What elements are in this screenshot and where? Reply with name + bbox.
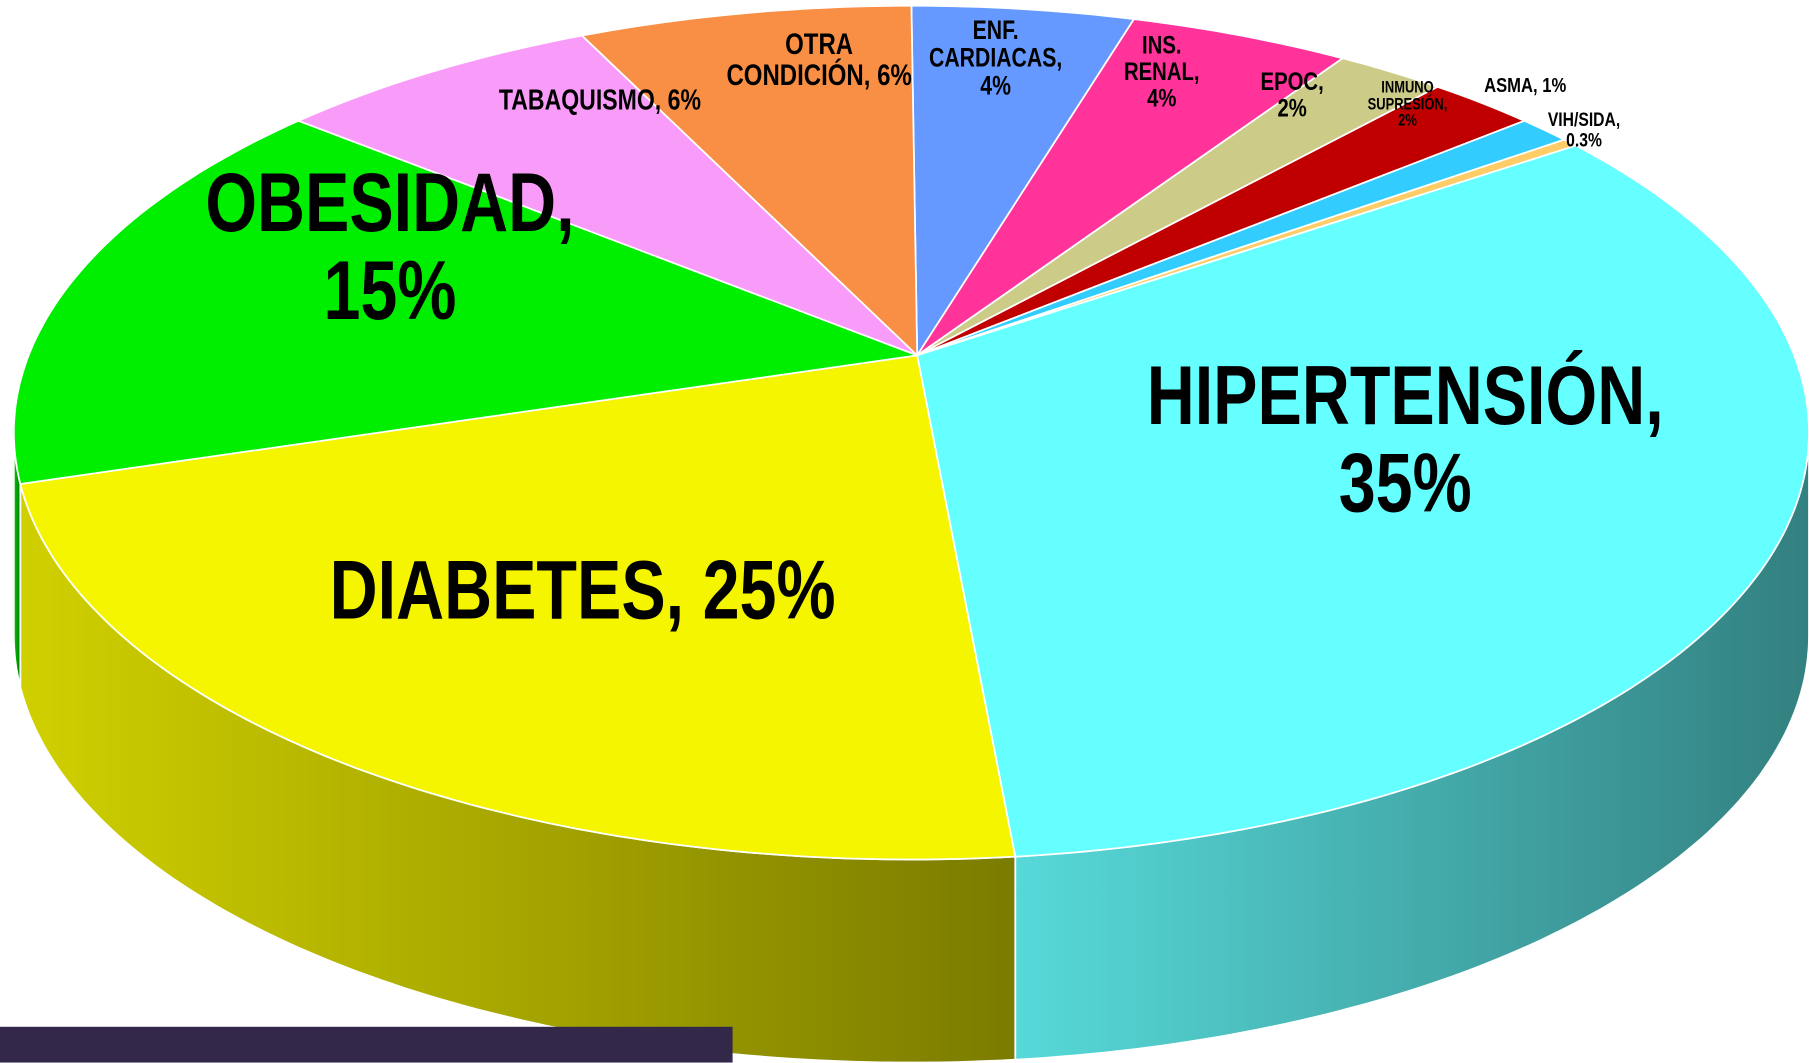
data-label: OTRA CONDICIÓN, 6% [726, 26, 912, 93]
slice [19, 354, 1017, 861]
slice [580, 4, 919, 358]
slice [12, 119, 918, 485]
data-label: INS. RENAL, 4% [1123, 30, 1200, 113]
data-label: DIABETES, 25% [329, 544, 836, 638]
data-label: EPOC, 2% [1260, 66, 1324, 123]
slice [916, 85, 1527, 357]
data-label: ENF. CARDIACAS, 4% [929, 14, 1063, 101]
data-label: INMUNO SUPRESIÓN, 2% [1367, 77, 1448, 130]
slice [916, 57, 1440, 357]
data-label: ASMA, 1% [1484, 73, 1567, 97]
footer-bar [0, 1026, 733, 1063]
data-label: VIH/SIDA, 0.3% [1547, 108, 1621, 152]
data-label: HIPERTENSIÓN, 35% [1146, 350, 1664, 530]
slice [916, 18, 1345, 357]
slice [910, 4, 1136, 359]
slice [296, 34, 918, 357]
data-label: OBESIDAD, 15% [205, 157, 575, 337]
slice [916, 144, 1809, 858]
data-label: TABAQUISMO, 6% [498, 84, 701, 117]
